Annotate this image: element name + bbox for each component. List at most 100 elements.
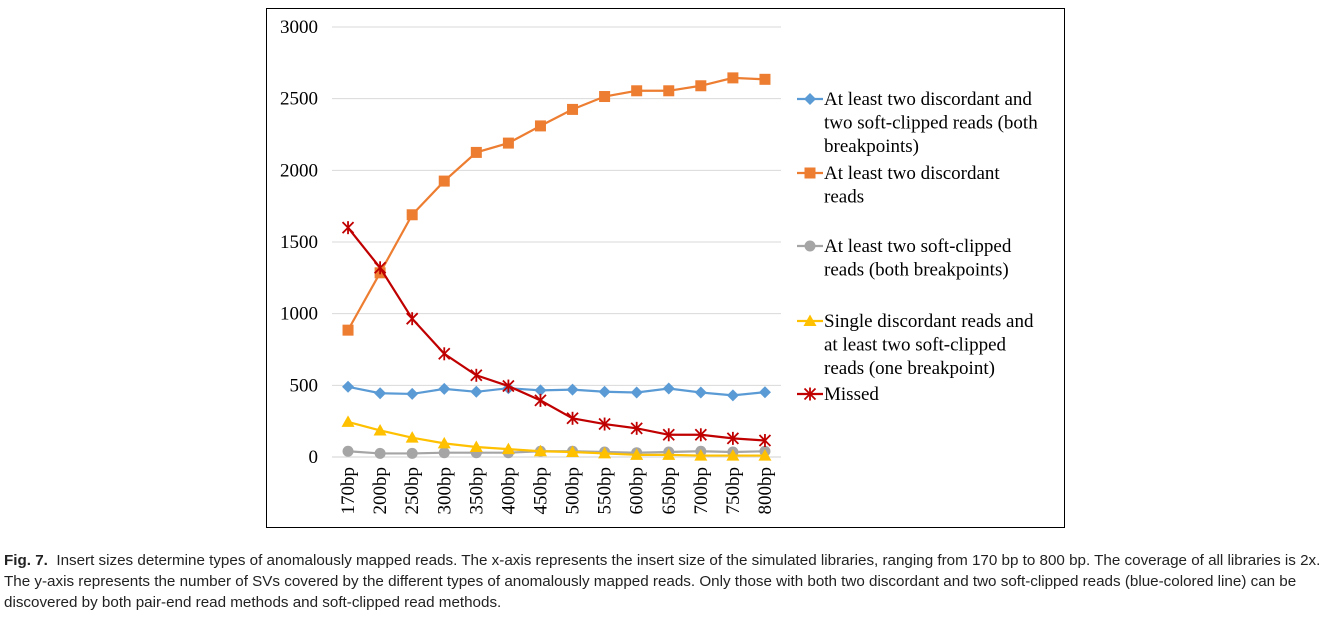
data-point — [631, 85, 643, 97]
data-point — [406, 387, 419, 400]
x-tick-label: 300bp — [434, 467, 455, 515]
data-point — [342, 324, 354, 336]
data-point — [662, 382, 675, 395]
series-line-4 — [347, 226, 766, 442]
data-point — [598, 385, 611, 398]
data-point — [406, 209, 418, 221]
x-tick-label: 800bp — [755, 467, 776, 515]
x-tick-label: 450bp — [530, 467, 551, 515]
figure-frame — [266, 8, 1065, 528]
data-point — [502, 137, 514, 149]
series-line-0 — [347, 385, 766, 397]
data-point — [567, 103, 579, 115]
legend-label: Single discordant reads and — [824, 311, 1034, 332]
data-point — [406, 447, 418, 459]
data-point — [373, 261, 387, 275]
legend-label: At least two discordant — [824, 163, 1000, 184]
x-tick-label: 500bp — [563, 467, 584, 515]
x-tick-label: 650bp — [659, 467, 680, 515]
data-point — [470, 385, 483, 398]
data-point — [438, 175, 450, 187]
data-point — [662, 428, 675, 442]
data-point — [374, 447, 386, 459]
line-chart: 0 500 1000 1500 2000 2500 3000 170bp 200bp 250bp 3… — [280, 17, 1038, 515]
y-tick-label: 2000 — [280, 160, 318, 181]
caption-label: Fig. 7. — [4, 552, 48, 569]
data-point — [726, 449, 740, 461]
data-point — [342, 380, 355, 393]
data-point — [437, 436, 451, 449]
figure-caption: Fig. 7. Insert sizes determine types of … — [4, 550, 1340, 613]
data-point — [533, 444, 547, 457]
data-point — [406, 312, 419, 326]
legend-marker — [804, 93, 816, 105]
legend-label: breakpoints) — [824, 136, 919, 157]
legend-marker — [803, 387, 817, 401]
axes: 0 500 1000 1500 2000 2500 3000 170bp 200bp 250bp 3… — [280, 17, 781, 515]
legend-marker — [804, 167, 816, 179]
y-tick-label: 500 — [290, 375, 319, 396]
legend-label: two soft-clipped reads (both — [824, 113, 1038, 134]
series-lines — [341, 72, 772, 461]
x-tick-label: 250bp — [402, 467, 423, 515]
y-tick-label: 2500 — [280, 89, 318, 110]
data-point — [373, 423, 387, 436]
series-line-3 — [347, 420, 765, 457]
data-point — [405, 431, 419, 443]
data-point — [566, 383, 579, 396]
data-point — [341, 415, 355, 427]
series-line-1 — [347, 76, 766, 331]
data-point — [342, 445, 354, 457]
data-point — [438, 347, 451, 361]
data-point — [726, 389, 739, 402]
data-point — [662, 448, 676, 460]
x-tick-label: 400bp — [498, 467, 519, 515]
legend-marker — [804, 240, 816, 252]
data-point — [566, 411, 579, 425]
legend-label: reads (both breakpoints) — [824, 260, 1009, 281]
data-point — [502, 379, 515, 393]
data-point — [534, 384, 547, 397]
data-point — [341, 221, 355, 235]
legend-label: At least two soft-clipped — [824, 236, 1012, 257]
data-point — [726, 431, 740, 445]
x-tick-label: 170bp — [338, 467, 359, 515]
legend-label: reads — [824, 187, 864, 208]
caption-text: Insert sizes determine types of anomalou… — [4, 552, 1321, 611]
data-point — [758, 449, 772, 461]
x-tick-label: 350bp — [466, 467, 487, 515]
y-tick-label: 3000 — [280, 17, 318, 38]
data-point — [663, 85, 675, 97]
data-point — [501, 442, 515, 455]
data-point — [694, 428, 707, 442]
x-tick-label: 550bp — [595, 467, 616, 515]
data-point — [758, 434, 772, 448]
data-point — [759, 73, 771, 85]
data-point — [599, 91, 611, 103]
data-point — [630, 448, 644, 460]
data-point — [534, 120, 546, 132]
data-point — [534, 393, 547, 407]
legend-label: reads (one breakpoint) — [824, 358, 995, 379]
data-point — [694, 386, 707, 399]
data-point — [374, 387, 387, 400]
data-point — [630, 386, 643, 399]
y-tick-label: 1500 — [280, 232, 318, 253]
legend-label: Missed — [824, 384, 879, 405]
data-point — [566, 445, 580, 457]
legend-label: At least two discordant and — [824, 89, 1032, 110]
data-point — [470, 368, 483, 382]
legend-label: at least two soft-clipped — [824, 335, 1007, 356]
data-point — [695, 80, 707, 92]
x-tick-label: 600bp — [627, 467, 648, 515]
x-tick-label: 200bp — [370, 467, 391, 515]
data-point — [694, 449, 708, 461]
x-tick-label: 700bp — [691, 467, 712, 515]
gridlines — [332, 26, 781, 386]
data-point — [438, 447, 450, 459]
data-point — [630, 421, 643, 435]
legend-marker — [803, 314, 817, 326]
y-tick-label: 0 — [309, 447, 319, 468]
data-point — [758, 386, 771, 399]
data-point — [469, 440, 483, 452]
